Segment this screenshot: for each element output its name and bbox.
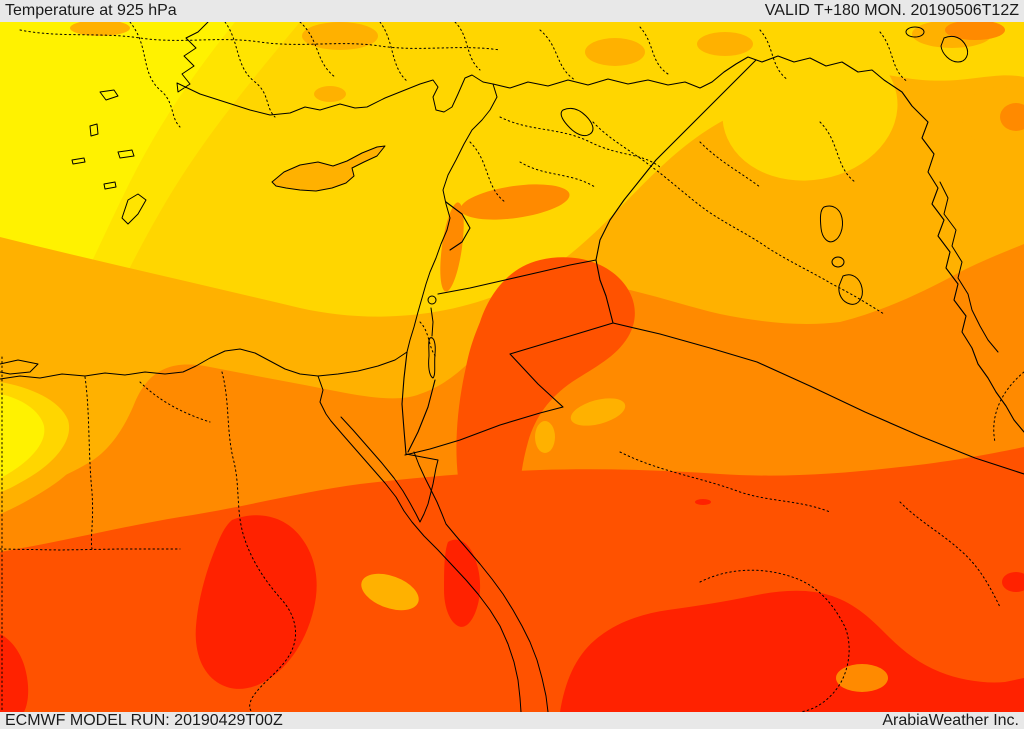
- lake-tharthar: [819, 205, 843, 243]
- dotted-turkey-9: [879, 31, 909, 83]
- dotted-saudi-1: [619, 451, 831, 513]
- island-rhodes: [121, 193, 147, 225]
- admin-boundaries-dotted: [0, 22, 1024, 712]
- dotted-turkey-6: [539, 29, 576, 81]
- border-syria-iraq: [595, 59, 757, 261]
- dotted-river-euphrates: [592, 121, 885, 315]
- dotted-right-edge: [993, 371, 1024, 443]
- dotted-turkey-5: [454, 22, 481, 71]
- red-dash-nw-saudi: [695, 499, 711, 505]
- lake-van: [905, 26, 925, 38]
- amber-pocket-red-sea-hills: [361, 573, 419, 611]
- deep-orange-tongue-jordan: [456, 257, 635, 567]
- border-turkey-syria-iraq-iran: [492, 55, 1024, 433]
- coast-cyprus: [271, 145, 386, 192]
- gold-pocket-ne-syria: [722, 39, 898, 181]
- coast-suez-canal: [317, 375, 332, 422]
- border-lebanon: [445, 201, 471, 251]
- lake-urmia: [940, 35, 969, 63]
- border-israel-egypt: [401, 351, 408, 455]
- dotted-turkey-2: [224, 22, 276, 118]
- dotted-turkey-8: [759, 29, 789, 81]
- dotted-egypt-diag: [139, 381, 211, 423]
- header-bar: Temperature at 925 hPa VALID T+180 MON. …: [0, 0, 1024, 22]
- dotted-jordan-small: [419, 321, 437, 358]
- border-syria-jordan: [437, 259, 597, 295]
- red-blob-southwest-corner: [0, 634, 29, 712]
- dead-sea: [428, 337, 436, 379]
- dotted-turkey-1: [129, 22, 181, 128]
- border-jordan-iraq: [595, 259, 614, 324]
- amber-patch-right-edge: [962, 87, 1024, 147]
- coast-aegean-levant-egypt: [0, 22, 498, 380]
- border-jordan-saudi: [404, 322, 614, 456]
- dotted-saudi-2: [699, 569, 850, 712]
- weather-map: [0, 22, 1024, 712]
- model-run-label: ECMWF MODEL RUN: 20190429T00Z: [5, 711, 283, 729]
- orange-streak-lebanon: [440, 202, 464, 292]
- lake-assad: [560, 107, 594, 137]
- amber-patch-top-4: [697, 32, 753, 56]
- dotted-turkey-long: [19, 29, 501, 51]
- dotted-egypt-horizontal: [0, 548, 181, 551]
- dotted-iraq-2: [819, 121, 856, 183]
- red-streak-red-sea-coast: [444, 539, 481, 627]
- orange-patch-right-edge: [1000, 103, 1024, 131]
- dotted-egypt-vertical: [84, 376, 94, 550]
- island-kos: [103, 181, 117, 190]
- island-crete-edge: [0, 359, 39, 375]
- island-ikaria: [71, 157, 86, 165]
- amber-patch-antalya-coast: [314, 86, 346, 102]
- coast-sinai: [340, 416, 439, 523]
- coast-gulf-suez-west-red-sea-west: [330, 420, 522, 712]
- amber-pocket-nw-saudi-2: [535, 421, 555, 453]
- island-lesbos: [99, 89, 119, 101]
- river-tigris: [939, 181, 999, 353]
- island-samos: [117, 149, 135, 159]
- amber-patch-top-2: [302, 22, 378, 50]
- dotted-saudi-3: [899, 501, 1001, 608]
- amber-patch-top-1: [70, 22, 130, 36]
- coast-aqaba-east-red-sea-east: [413, 451, 549, 712]
- gold-pocket-damascus: [456, 212, 488, 242]
- red-blob-west-of-red-sea: [195, 515, 317, 689]
- coastlines: [0, 22, 969, 712]
- orange-hole-in-red: [836, 664, 888, 692]
- border-saudi-iraq: [612, 322, 1024, 475]
- lake-habbaniyah: [831, 256, 845, 268]
- island-chios: [89, 123, 99, 137]
- lake-razzaza: [838, 274, 863, 305]
- band-red-group: [0, 499, 1024, 712]
- amber-pocket-nw-saudi-1: [570, 398, 626, 426]
- dotted-river-nile: [221, 371, 297, 712]
- border-israel-jordan-arava: [407, 379, 436, 453]
- dotted-turkey-7: [639, 26, 669, 75]
- dotted-syria-1: [499, 116, 661, 168]
- red-dot-right-edge: [1002, 572, 1024, 592]
- map-title: Temperature at 925 hPa: [5, 2, 177, 19]
- red-blob-south-center: [560, 590, 1024, 712]
- amber-pockets-south: [361, 346, 626, 611]
- dotted-turkey-3: [299, 22, 336, 78]
- dotted-syria-3: [469, 141, 506, 203]
- amber-patch-top-3: [585, 38, 645, 66]
- valid-time-label: VALID T+180 MON. 20190506T12Z: [764, 2, 1019, 19]
- country-borders: [401, 55, 1024, 475]
- map-canvas: [0, 22, 1024, 712]
- amber-pocket-arava: [399, 346, 415, 370]
- dotted-iraq-1: [699, 141, 761, 188]
- sea-of-galilee: [427, 295, 437, 305]
- brand-label: ArabiaWeather Inc.: [882, 711, 1019, 729]
- orange-streak-south-syria: [460, 184, 570, 220]
- orange-patch-top-right-corner: [945, 22, 1005, 40]
- bright-tongue-west: [0, 394, 45, 478]
- jordan-river: [430, 307, 434, 337]
- footer-bar: ECMWF MODEL RUN: 20190429T00Z ArabiaWeat…: [0, 712, 1024, 729]
